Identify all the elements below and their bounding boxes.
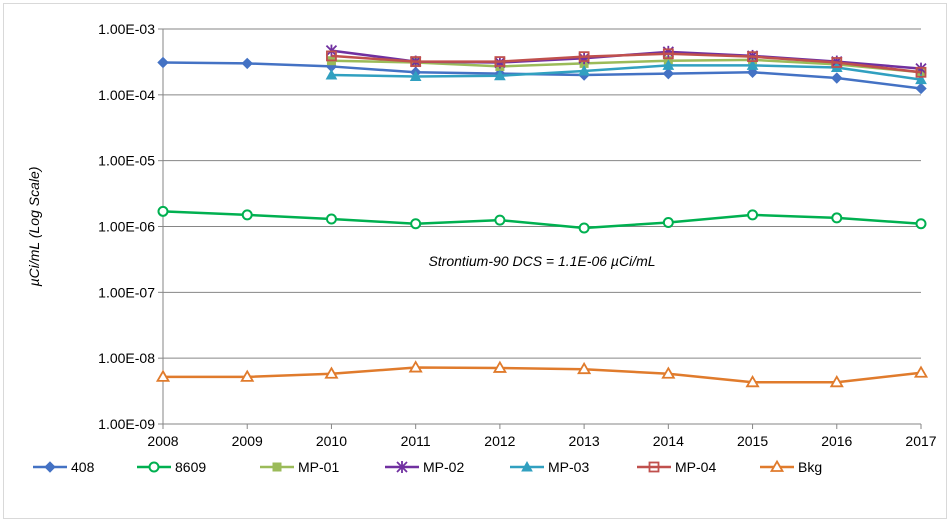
data-point	[325, 213, 337, 225]
x-axis-ticks: 2008 2009 2010 2011 2012 2013 2014 2015 2016 2017	[147, 424, 937, 449]
series-line	[331, 58, 922, 74]
data-point	[831, 72, 843, 84]
x-tick-label: 2016	[821, 433, 852, 449]
y-tick-label: 1.00E-05	[98, 153, 155, 169]
y-tick-label: 1.00E-09	[98, 416, 155, 432]
data-point	[578, 51, 590, 63]
legend-swatch-marker	[648, 461, 660, 473]
gridlines	[163, 28, 921, 359]
data-point	[494, 69, 506, 81]
data-point	[241, 57, 253, 70]
y-tick-label: 1.00E-07	[98, 284, 155, 300]
legend-swatch-marker	[396, 461, 408, 473]
x-tick-label: 2014	[653, 433, 684, 449]
data-point	[241, 209, 253, 221]
legend-item-bkg: Bkg	[760, 459, 822, 475]
data-point	[662, 217, 674, 229]
data-point	[913, 365, 929, 378]
legend-item-mp-02: MP-02	[385, 459, 464, 475]
data-point	[662, 59, 675, 70]
data-point	[578, 64, 590, 76]
legend-label: 8609	[175, 459, 206, 475]
data-point	[829, 375, 844, 388]
y-tick-label: 1.00E-08	[98, 350, 155, 366]
y-axis-ticks: 1.00E-09 1.00E-08 1.00E-07 1.00E-06 1.00E-05…	[98, 21, 163, 432]
y-tick-label: 1.00E-03	[98, 21, 155, 37]
x-tick-label: 2011	[401, 433, 431, 449]
data-point	[326, 50, 337, 62]
series-line	[331, 64, 922, 81]
legend-label: Bkg	[798, 459, 822, 475]
legend-swatch-marker	[272, 462, 282, 472]
legend-item-408: 408	[33, 459, 95, 475]
x-tick-label: 2009	[232, 433, 263, 449]
data-point	[240, 369, 255, 382]
chart-frame	[3, 3, 947, 519]
series-bkg	[155, 360, 929, 388]
data-point	[747, 209, 759, 221]
legend-swatch-marker	[521, 460, 533, 472]
data-point	[494, 56, 506, 67]
series-line	[331, 52, 922, 74]
data-point	[494, 214, 506, 226]
data-point	[661, 366, 676, 379]
data-point	[492, 360, 507, 373]
series-line	[163, 366, 922, 384]
data-point	[915, 73, 927, 85]
y-tick-label: 1.00E-06	[98, 219, 155, 235]
y-tick-label: 1.00E-04	[98, 87, 155, 103]
data-point	[578, 222, 590, 234]
data-point	[155, 369, 171, 382]
legend-item-mp-04: MP-04	[637, 459, 716, 475]
data-point	[577, 361, 592, 375]
data-point	[745, 375, 760, 388]
data-point	[409, 70, 422, 81]
data-point	[915, 66, 927, 78]
x-tick-label: 2015	[737, 433, 768, 449]
data-point	[325, 68, 338, 80]
y-axis-label: µCi/mL (Log Scale)	[26, 167, 42, 287]
legend: 408 8609 MP-01 MP-02 MP-03 MP-04 Bkg	[33, 459, 822, 475]
x-tick-label: 2010	[316, 433, 347, 449]
x-tick-label: 2017	[905, 433, 936, 449]
legend-swatch-marker	[769, 459, 785, 472]
data-point	[408, 360, 423, 373]
data-point	[747, 51, 758, 63]
data-point	[662, 48, 674, 60]
data-point	[324, 366, 339, 379]
legend-item-mp-01: MP-01	[260, 459, 339, 475]
data-point	[662, 67, 675, 80]
legend-swatch-marker	[148, 461, 160, 473]
series-mp-04	[326, 48, 927, 78]
series-8609	[157, 205, 927, 234]
series-mp-03	[325, 59, 927, 85]
data-point	[831, 212, 843, 224]
legend-label: MP-04	[675, 459, 716, 475]
data-point	[746, 59, 759, 70]
x-tick-label: 2013	[569, 433, 600, 449]
legend-item-8609: 8609	[137, 459, 206, 475]
data-point	[157, 56, 169, 69]
series-line	[162, 210, 922, 230]
legend-item-mp-03: MP-03	[510, 459, 589, 475]
data-point	[831, 57, 843, 68]
data-point	[157, 205, 169, 217]
legend-swatch-marker	[44, 461, 56, 473]
legend-label: MP-01	[298, 459, 339, 475]
x-tick-label: 2008	[147, 433, 178, 449]
data-point	[915, 82, 927, 95]
series-group	[155, 44, 929, 388]
legend-label: MP-02	[423, 459, 464, 475]
dcs-annotation: Strontium-90 DCS = 1.1E-06 µCi/mL	[428, 253, 655, 269]
legend-label: 408	[71, 459, 95, 475]
data-point	[915, 218, 927, 230]
legend-label: MP-03	[548, 459, 589, 475]
x-tick-label: 2012	[484, 433, 515, 449]
data-point	[410, 56, 422, 67]
data-point	[410, 218, 422, 230]
